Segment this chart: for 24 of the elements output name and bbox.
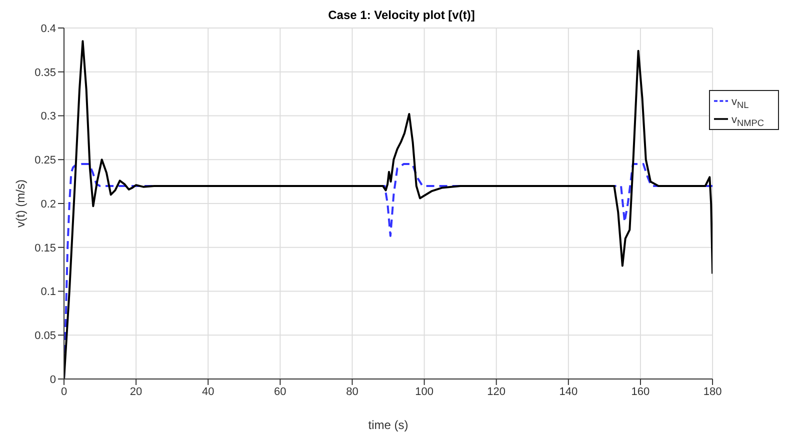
- y-tick-label: 0.25: [34, 154, 56, 167]
- x-tick-label: 100: [415, 386, 434, 398]
- chart-title: Case 1: Velocity plot [v(t)]: [327, 8, 476, 24]
- x-tick-label: 140: [559, 386, 578, 398]
- y-tick-label: 0.15: [34, 242, 56, 254]
- y-tick-label: 0: [50, 374, 56, 386]
- x-tick-label: 0: [60, 386, 68, 398]
- y-axis-title: v(t) (m/s): [13, 180, 28, 228]
- x-tick-label: 80: [346, 386, 358, 398]
- x-tick-label: 120: [487, 386, 506, 398]
- x-tick-label: 60: [274, 386, 286, 398]
- x-tick-label: 20: [130, 386, 142, 398]
- y-tick-label: 0.35: [34, 66, 56, 79]
- y-tick-label: 0.4: [40, 22, 56, 35]
- y-tick-label: 0.05: [34, 330, 56, 342]
- y-tick-label: 0.1: [40, 286, 56, 298]
- legend-label: v$_{NL}$: [732, 96, 749, 110]
- legend-label: v$_{NMPC}$: [732, 114, 764, 128]
- y-tick-label: 0.3: [40, 110, 56, 123]
- x-tick-label: 160: [631, 386, 650, 398]
- x-tick-label: 180: [703, 386, 722, 398]
- y-tick-label: 0.2: [40, 198, 56, 210]
- x-axis-title: time (s): [368, 418, 408, 432]
- x-tick-label: 40: [202, 386, 214, 398]
